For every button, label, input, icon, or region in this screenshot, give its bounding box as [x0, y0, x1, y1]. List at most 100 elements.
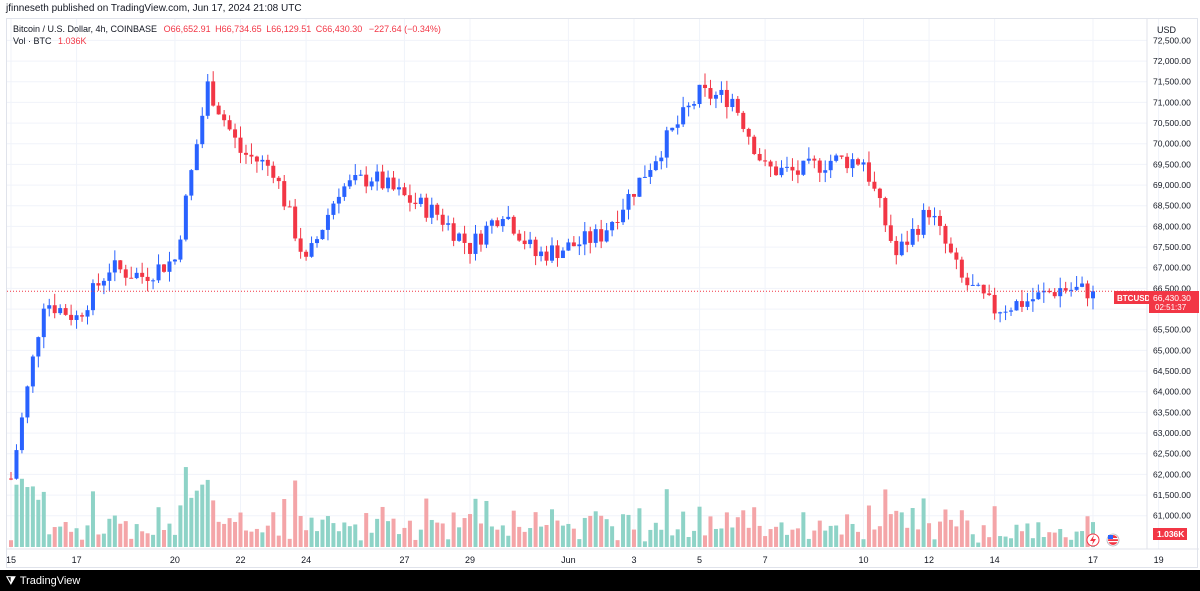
- candle-body: [544, 251, 549, 261]
- candle-body: [910, 228, 915, 245]
- volume-bar: [112, 515, 117, 547]
- volume-bar: [692, 530, 697, 547]
- candle-body: [724, 89, 729, 108]
- volume-bar: [85, 525, 90, 547]
- candle-body: [282, 181, 287, 207]
- volume-bar: [1074, 531, 1079, 547]
- candle-body: [265, 159, 270, 166]
- volume-bar: [763, 536, 768, 547]
- volume-bar: [872, 529, 877, 547]
- candle-body: [768, 161, 773, 167]
- volume-bar: [205, 479, 210, 547]
- candle-body: [582, 231, 587, 245]
- flag-button[interactable]: [1106, 533, 1120, 547]
- volume-bar: [140, 531, 145, 547]
- candle-body: [58, 308, 63, 314]
- candle-body: [211, 81, 216, 106]
- candle-body: [1036, 292, 1041, 300]
- candlestick-chart[interactable]: Bitcoin / U.S. Dollar, 4h, COINBASE O66,…: [7, 19, 1199, 569]
- tv-logo-icon: ⧩: [6, 574, 16, 587]
- candle-body: [866, 162, 871, 182]
- candle-body: [129, 277, 134, 279]
- volume-bar: [25, 487, 30, 547]
- volume-bar: [391, 518, 396, 547]
- candle-body: [730, 98, 735, 108]
- candle-body: [976, 284, 981, 286]
- candle-body: [473, 233, 478, 254]
- publish-header: jfinneseth published on TradingView.com,…: [0, 0, 1200, 18]
- volume-bar: [90, 491, 95, 547]
- volume-bar: [916, 529, 921, 547]
- candle-body: [528, 239, 533, 245]
- candle-body: [14, 450, 19, 479]
- volume-bar: [63, 521, 68, 547]
- volume-bar: [287, 538, 292, 547]
- chart-panel[interactable]: Bitcoin / U.S. Dollar, 4h, COINBASE O66,…: [6, 18, 1199, 569]
- volume-bar: [631, 529, 636, 547]
- candle-body: [763, 160, 768, 162]
- volume-bar: [987, 537, 992, 547]
- candle-body: [692, 104, 697, 106]
- volume-bar: [1063, 537, 1068, 547]
- time-tick: 12: [924, 555, 934, 565]
- volume-bar: [19, 478, 24, 547]
- candle-body: [566, 242, 571, 251]
- volume-bar: [621, 514, 626, 547]
- candle-body: [407, 195, 412, 203]
- time-tick: 5: [697, 555, 702, 565]
- candle-body: [828, 160, 833, 171]
- candle-body: [615, 221, 620, 223]
- volume-bar: [52, 527, 57, 547]
- time-tick: 19: [1154, 555, 1164, 565]
- volume-bar: [981, 525, 986, 547]
- candle-body: [806, 158, 811, 161]
- candle-body: [593, 229, 598, 243]
- volume-bar: [910, 508, 915, 547]
- candle-body: [965, 277, 970, 286]
- price-tick: 71,000.00: [1153, 97, 1191, 107]
- volume-bar: [364, 513, 369, 547]
- volume-bar: [134, 524, 139, 547]
- candle-body: [1009, 310, 1014, 312]
- volume-bar: [369, 532, 374, 547]
- currency-label[interactable]: USD: [1157, 25, 1177, 35]
- candle-body: [216, 105, 221, 115]
- volume-bar: [457, 527, 462, 547]
- volume-bar: [1085, 516, 1090, 547]
- tradingview-logo[interactable]: ⧩ TradingView: [6, 574, 80, 588]
- lightning-button[interactable]: [1086, 533, 1100, 547]
- candle-body: [47, 305, 52, 309]
- volume-bar: [571, 528, 576, 547]
- candle-body: [118, 260, 123, 270]
- candle-body: [703, 84, 708, 89]
- candle-body: [588, 231, 593, 243]
- volume-bar: [992, 506, 997, 547]
- volume-bar: [801, 512, 806, 547]
- volume-bar: [9, 540, 13, 547]
- candle-body: [637, 177, 642, 197]
- candle-body: [500, 219, 505, 227]
- volume-bar: [243, 530, 248, 547]
- volume-bar: [14, 484, 19, 547]
- volume-bar: [238, 512, 243, 547]
- candle-body: [178, 239, 183, 260]
- volume-bar: [806, 538, 811, 547]
- volume-bar: [861, 539, 866, 547]
- candle-body: [85, 310, 90, 317]
- price-tick: 71,500.00: [1153, 77, 1191, 87]
- candle-body: [550, 245, 554, 261]
- volume-bar: [353, 524, 358, 547]
- candle-body: [937, 215, 942, 226]
- candle-body: [107, 272, 112, 281]
- candle-body: [243, 152, 248, 155]
- legend-close: C66,430.30: [316, 24, 363, 34]
- candle-body: [1041, 290, 1046, 293]
- price-tick: 63,500.00: [1153, 407, 1191, 417]
- volume-bar: [156, 507, 161, 547]
- time-axis-ticks: 15 17 20 22 24 27 29 Jun 3 5 7 10 12 14 17 19: [7, 555, 1164, 565]
- volume-bar: [648, 529, 653, 547]
- candle-body: [845, 156, 850, 169]
- volume-bar: [151, 534, 156, 547]
- volume-bar: [36, 499, 41, 547]
- volume-bar: [555, 520, 560, 547]
